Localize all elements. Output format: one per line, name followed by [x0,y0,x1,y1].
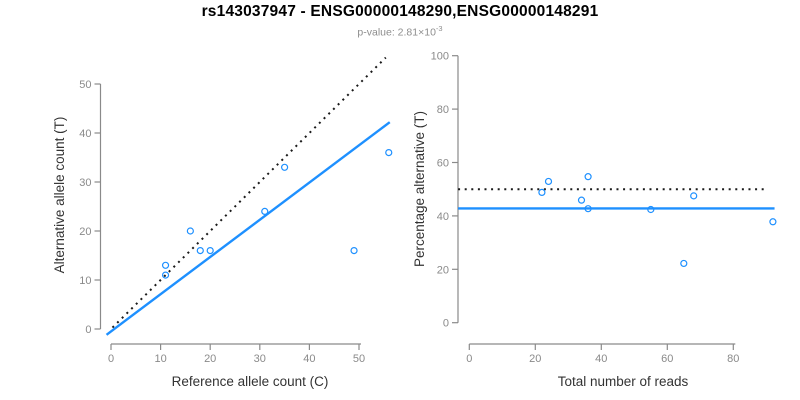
right-plot-axes: 0 20 40 60 80 0 20 40 60 80 100 [431,51,740,365]
right-xaxis-label: Total number of reads [558,374,689,389]
y-tick-label: 10 [79,275,91,287]
y-tick-label: 40 [437,211,449,223]
left-plot-axes: 0 10 20 30 40 50 0 10 20 30 40 50 [79,79,365,365]
data-point [584,173,592,181]
right-plot-data [458,173,777,268]
x-tick-label: 50 [353,353,365,365]
left-yaxis-label: Alternative allele count (T) [52,117,67,274]
x-tick-label: 80 [727,353,739,365]
data-point [769,218,777,226]
x-tick-label: 20 [529,353,541,365]
x-tick-label: 30 [254,353,266,365]
y-tick-label: 20 [437,264,449,276]
left-xaxis-label: Reference allele count (C) [172,374,329,389]
y-tick-label: 0 [443,318,449,330]
pvalue-exponent: -3 [435,24,443,33]
x-tick-label: 20 [204,353,216,365]
right-yaxis-label: Percentage alternative (T) [412,111,427,267]
data-point [385,149,393,157]
regression-line [105,121,391,336]
data-point [690,192,698,200]
x-tick-label: 40 [595,353,607,365]
data-point [186,227,194,235]
data-point [350,247,358,255]
y-tick-label: 30 [79,177,91,189]
y-tick-label: 100 [431,51,449,63]
x-tick-label: 60 [661,353,673,365]
pvalue-text: p-value: 2.81×10 [357,26,436,39]
identity-line [111,56,387,329]
data-point [161,261,170,269]
y-tick-label: 60 [437,158,449,170]
left-plot-data [105,56,393,336]
data-point [680,259,688,268]
y-tick-label: 50 [79,79,91,91]
data-point [206,247,214,255]
data-point [196,247,204,255]
y-tick-label: 40 [79,128,91,140]
data-point [261,207,269,215]
data-point [544,177,553,186]
plot-subtitle: p-value: 2.81×10-3 [0,24,800,39]
plot-title: rs143037947 - ENSG00000148290,ENSG000001… [201,3,599,20]
x-tick-label: 0 [466,353,472,365]
data-point [577,196,586,204]
x-tick-label: 0 [108,353,114,365]
x-tick-label: 40 [303,353,315,365]
y-tick-label: 0 [85,324,91,336]
data-point [281,163,289,171]
data-point [647,205,655,214]
data-point [161,271,170,279]
data-point [538,188,546,197]
y-tick-label: 20 [79,226,91,238]
data-point [584,205,592,213]
y-tick-label: 80 [437,104,449,116]
x-tick-label: 10 [154,353,166,365]
